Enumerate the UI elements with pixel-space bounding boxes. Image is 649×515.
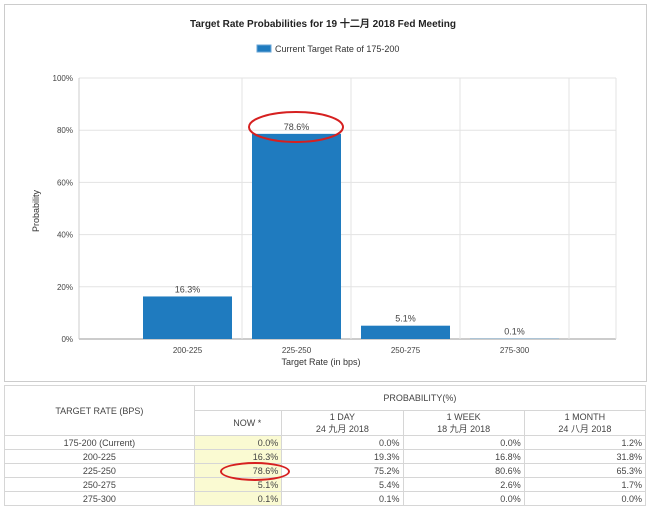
column-header[interactable]: 1 DAY 24 九月 2018	[281, 410, 404, 436]
rate-cell: 200-225	[4, 449, 195, 464]
column-header-label: NOW *	[233, 418, 262, 428]
y-tick-label: 60%	[57, 178, 73, 187]
probability-cell: 75.2%	[281, 463, 404, 478]
y-tick-label: 20%	[57, 283, 73, 292]
data-label: 16.3%	[175, 284, 201, 294]
y-tick-label: 80%	[57, 126, 73, 135]
table-highlight-ellipse	[220, 462, 290, 481]
x-axis-title: Target Rate (in bps)	[281, 357, 360, 367]
bar-200-225	[143, 296, 232, 339]
probability-cell: 1.2%	[523, 435, 647, 450]
column-header[interactable]: 1 WEEK 18 九月 2018	[402, 410, 525, 436]
probability-cell: 31.8%	[523, 449, 647, 464]
probability-cell: 0.0%	[402, 491, 525, 506]
data-label: 5.1%	[395, 314, 416, 324]
column-header-date: 24 九月 2018	[315, 423, 369, 434]
probability-cell: 0.0%	[523, 491, 647, 506]
table-row: 250-275 5.1% 5.4% 2.6% 1.7%	[4, 477, 647, 492]
column-header-date: 24 八月 2018	[558, 423, 612, 434]
y-tick-label: 100%	[53, 74, 73, 83]
probability-table: TARGET RATE (BPS) PROBABILITY(%) NOW * 1 …	[4, 385, 647, 506]
chart-title: Target Rate Probabilities for 19 十二月 201…	[190, 17, 456, 30]
probability-cell: 1.7%	[523, 477, 647, 492]
x-tick-label: 225-250	[282, 346, 312, 355]
probability-cell: 2.6%	[402, 477, 525, 492]
table-row: 200-225 16.3% 19.3% 16.8% 31.8%	[4, 449, 647, 464]
probability-cell: 16.8%	[402, 449, 525, 464]
y-tick-label: 0%	[61, 335, 73, 344]
chart-panel: Target Rate Probabilities for 19 十二月 201…	[4, 4, 647, 382]
probability-cell: 0.1%	[281, 491, 404, 506]
probability-cell: 0.1%	[193, 491, 283, 506]
probability-cell: 80.6%	[402, 463, 525, 478]
x-tick-label: 275-300	[500, 346, 530, 355]
y-tick-label: 40%	[57, 231, 73, 240]
table-row: 175-200 (Current) 0.0% 0.0% 0.0% 1.2%	[4, 435, 647, 450]
group-header: PROBABILITY(%)	[193, 385, 647, 411]
table-row: 275-300 0.1% 0.1% 0.0% 0.0%	[4, 491, 647, 506]
rate-cell: 175-200 (Current)	[4, 435, 195, 450]
data-label: 0.1%	[504, 327, 525, 337]
y-axis-title: Probability	[31, 189, 41, 232]
x-tick-label: 200-225	[173, 346, 203, 355]
rate-cell: 275-300	[4, 491, 195, 506]
bar-225-250	[252, 133, 341, 339]
table-row: 225-250 78.6% 75.2% 80.6% 65.3%	[4, 463, 647, 478]
probability-cell: 65.3%	[523, 463, 647, 478]
probability-cell: 0.0%	[193, 435, 283, 450]
column-header-label: 1 WEEK	[446, 411, 481, 422]
column-header[interactable]: 1 MONTH 24 八月 2018	[523, 410, 647, 436]
legend-label[interactable]: Current Target Rate of 175-200	[275, 44, 399, 54]
probability-cell: 0.0%	[402, 435, 525, 450]
column-header-label: 1 DAY	[329, 411, 356, 422]
bar-250-275	[361, 325, 450, 339]
highlight-ellipse	[248, 111, 344, 143]
column-header-label: 1 MONTH	[564, 411, 606, 422]
bar-chart: Target Rate Probabilities for 19 十二月 201…	[31, 17, 617, 367]
data-label: 78.6%	[284, 122, 310, 132]
x-tick-label: 250-275	[391, 346, 421, 355]
probability-cell: 16.3%	[193, 449, 283, 464]
probability-cell: 5.4%	[281, 477, 404, 492]
probability-cell: 19.3%	[281, 449, 404, 464]
row-header: TARGET RATE (BPS)	[4, 385, 195, 436]
column-header[interactable]: NOW *	[193, 410, 283, 436]
rate-cell: 250-275	[4, 477, 195, 492]
rate-cell: 225-250	[4, 463, 195, 478]
column-header-date: 18 九月 2018	[437, 423, 491, 434]
legend-swatch	[256, 44, 272, 53]
probability-cell: 0.0%	[281, 435, 404, 450]
